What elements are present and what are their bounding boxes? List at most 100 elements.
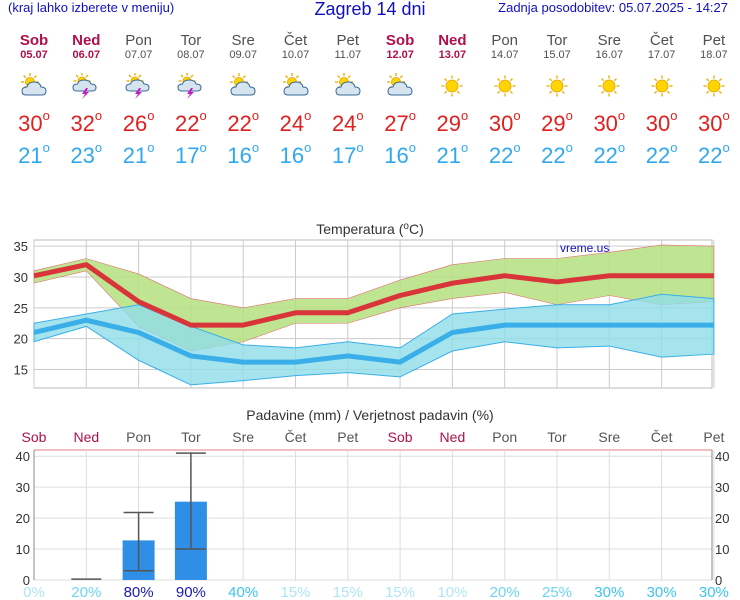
min-temp: 21o (436, 140, 469, 168)
probability-label: 40% (228, 584, 258, 600)
sun-ray (601, 90, 605, 94)
x-tick-label: Tor (181, 429, 201, 445)
min-temp: 17o (175, 140, 207, 168)
day-date: 12.07 (386, 49, 414, 61)
sun-ray (336, 75, 341, 79)
sun-ray (347, 75, 351, 79)
temperature-chart: Temperatura (oC) 15 20 25 30 35 vreme.us (14, 221, 715, 389)
max-temp: 22o (227, 108, 260, 136)
min-temp: 17o (331, 140, 364, 168)
day-column: Sre 09.07 22o 16o (217, 33, 269, 169)
min-temp: 21o (18, 140, 50, 168)
sun-ray (549, 90, 553, 94)
cloud-shape (387, 81, 413, 96)
y-tick-label-left: 30 (16, 480, 30, 495)
day-date: 09.07 (229, 49, 257, 61)
probability-label: 80% (124, 584, 154, 600)
max-temp: 27o (384, 108, 416, 136)
sun-disc (707, 79, 721, 93)
max-temp: 32o (70, 108, 103, 136)
probability-label: 15% (385, 584, 415, 600)
x-tick-label: Sob (22, 429, 47, 445)
sun-icon (546, 75, 568, 97)
sun-ray (496, 90, 500, 94)
day-date: 07.07 (124, 49, 153, 61)
sun-ray (666, 90, 670, 94)
thunderstorm-icon (72, 73, 97, 99)
day-column: Tor 15.07 29o 22o (531, 33, 583, 169)
probability-label: 15% (333, 584, 363, 600)
sun-ray (653, 90, 657, 94)
day-name: Ned (438, 32, 467, 49)
partly-cloudy-icon (334, 73, 361, 96)
degree-sign: o (403, 221, 409, 232)
lightning-bolt (134, 88, 142, 99)
day-name: Čet (283, 32, 308, 49)
y-tick-label-right: 40 (715, 449, 729, 464)
sun-ray (85, 74, 89, 78)
x-tick-label: Sob (388, 429, 413, 445)
thunderstorm-icon (125, 73, 150, 99)
probability-label: 90% (176, 584, 206, 600)
sun-disc (602, 79, 616, 93)
day-name: Sob (19, 32, 49, 49)
partly-cloudy-icon (21, 73, 47, 96)
x-tick-label: Sre (232, 429, 254, 445)
min-temp: 23o (70, 140, 103, 168)
x-tick-label: Pon (492, 429, 517, 445)
day-date: 13.07 (438, 49, 467, 61)
y-tick-label-left: 20 (16, 511, 30, 526)
max-temp: 30o (18, 108, 50, 136)
sun-ray (509, 90, 513, 94)
sun-ray (561, 78, 565, 82)
max-temp: 29o (541, 108, 573, 136)
unit-text: C) (409, 221, 424, 237)
cloud-shape (282, 81, 309, 96)
max-temp: 30o (488, 108, 521, 136)
cloud-shape (230, 81, 256, 96)
probability-label: 10% (437, 584, 467, 600)
day-name: Sob (385, 32, 415, 49)
partly-cloudy-icon (387, 73, 413, 96)
page-title: Zagreb 14 dni (314, 0, 426, 19)
day-date: 10.07 (281, 49, 310, 61)
sun-icon (703, 75, 725, 97)
max-temp-line (33, 262, 714, 328)
sun-disc (550, 79, 564, 93)
watermark: vreme.us (560, 241, 609, 255)
day-name: Pet (336, 32, 360, 49)
probability-label: 0% (23, 584, 45, 600)
y-tick-label-right: 0 (715, 573, 722, 588)
max-temp: 30o (593, 108, 626, 136)
sun-ray (284, 75, 288, 79)
min-temp: 22o (645, 140, 678, 168)
day-column: Sob 05.07 30o 21o (8, 32, 60, 169)
x-tick-label: Pon (126, 429, 151, 445)
sun-ray (666, 78, 670, 82)
day-column: Pet 18.07 30o 22o (688, 33, 740, 169)
day-date: 06.07 (72, 49, 101, 61)
sun-ray (137, 74, 142, 78)
probability-label: 30% (594, 584, 624, 600)
probability-label: 30% (699, 584, 729, 600)
sun-ray (190, 74, 194, 78)
day-name: Ned (72, 32, 101, 49)
x-tick-label: Pet (703, 429, 724, 445)
x-tick-label: Ned (73, 429, 99, 445)
day-column: Sre 16.07 30o 22o (583, 33, 635, 169)
min-temp: 16o (279, 140, 312, 168)
location-hint[interactable]: (kraj lahko izberete v meniju) (8, 0, 175, 15)
day-date: 05.07 (20, 49, 48, 61)
min-temp: 21o (122, 140, 155, 168)
sun-ray (705, 78, 710, 82)
sun-ray (399, 75, 403, 79)
x-tick-label: Čet (651, 429, 673, 445)
min-temp: 22o (593, 140, 626, 168)
cloud-shape (72, 79, 97, 92)
sun-disc (498, 79, 512, 93)
sun-ray (232, 75, 236, 79)
probability-label: 30% (647, 584, 677, 600)
day-column: Čet 10.07 24o 16o (270, 32, 322, 169)
precip-chart-title: Padavine (mm) / Verjetnost padavin (%) (246, 407, 493, 423)
cloud-shape (21, 81, 47, 96)
